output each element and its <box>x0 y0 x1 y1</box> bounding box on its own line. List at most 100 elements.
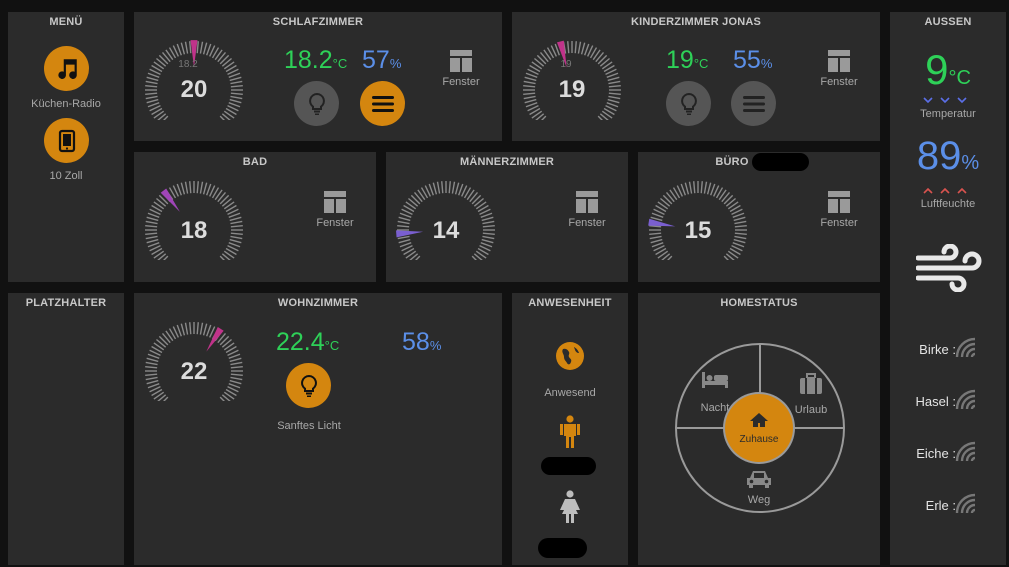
gauge-tick <box>149 386 161 393</box>
schlafzimmer-panel: SCHLAFZIMMER 18.2 20 18.2°C 57% Fenster <box>134 12 502 141</box>
gauge-tick <box>599 113 609 120</box>
gauge-tick <box>649 225 662 228</box>
mode-weg-button[interactable]: Weg <box>724 469 794 509</box>
buero-window-label: Fenster <box>820 217 858 229</box>
gauge-tick <box>577 41 582 54</box>
gauge-tick <box>721 192 731 203</box>
gauge-tick <box>657 201 669 210</box>
schlafzimmer-light-button[interactable] <box>294 81 339 126</box>
gauge-tick <box>189 322 192 335</box>
gauge-tick <box>482 232 495 235</box>
mode-zuhause-button[interactable]: Zuhause <box>725 394 793 462</box>
gauge-tick <box>227 208 239 215</box>
bad-thermostat-gauge[interactable] <box>142 178 246 260</box>
gauge-tick <box>398 216 411 222</box>
lightbulb-icon <box>680 92 697 115</box>
gauge-tick <box>703 181 708 194</box>
gauge-tick <box>184 322 189 335</box>
gauge-tick <box>230 373 243 376</box>
gauge-tick <box>401 208 413 215</box>
gauge-tick <box>196 41 199 54</box>
gauge-tick <box>603 107 615 116</box>
wohnzimmer-hum-value: 58 <box>402 328 430 356</box>
wohnzimmer-thermostat-gauge[interactable] <box>142 319 246 401</box>
gauge-tick <box>454 182 460 195</box>
gauge-tick <box>410 194 421 205</box>
gauge-tick <box>196 181 199 194</box>
gauge-tick <box>230 85 243 88</box>
maennerzimmer-window-icon <box>576 191 598 213</box>
gauge-tick <box>729 204 741 213</box>
gauge-tick <box>145 92 158 95</box>
gauge-tick <box>223 342 235 351</box>
gauge-tick <box>451 181 456 194</box>
outside-temp-unit: °C <box>948 67 971 89</box>
schlafzimmer-thermostat-gauge[interactable] <box>142 38 246 120</box>
gauge-tick <box>732 241 745 248</box>
gauge-tick <box>196 322 199 335</box>
gauge-tick <box>660 197 671 207</box>
mode-urlaub-button[interactable]: Urlaub <box>776 373 846 425</box>
gauge-tick <box>651 212 664 219</box>
gauge-tick <box>221 113 231 120</box>
gauge-tick <box>228 241 241 248</box>
gauge-tick <box>413 192 423 203</box>
gauge-tick <box>441 181 444 194</box>
gauge-tick <box>667 255 673 260</box>
gauge-setpoint-marker <box>206 327 224 352</box>
buero-thermostat-gauge[interactable] <box>646 178 750 260</box>
suitcase-icon <box>800 373 822 394</box>
kinderzimmer-shutter-button[interactable] <box>731 81 776 126</box>
schlafzimmer-shutter-button[interactable] <box>360 81 405 126</box>
maennerzimmer-thermostat-gauge[interactable] <box>394 178 498 260</box>
gauge-tick <box>149 68 161 75</box>
person-female-icon <box>560 490 580 523</box>
gauge-tick <box>693 181 696 194</box>
gauge-tick <box>172 185 179 197</box>
gauge-setpoint-marker <box>160 188 180 212</box>
lightbulb-icon <box>308 92 325 115</box>
gauge-tick <box>229 379 242 385</box>
gauge-tick <box>397 225 410 228</box>
gauge-tick <box>180 42 186 55</box>
gauge-tick <box>146 98 159 104</box>
gauge-tick <box>715 187 724 199</box>
gauge-tick <box>209 45 216 57</box>
gauge-tick <box>223 201 235 210</box>
gauge-tick <box>482 235 495 240</box>
gauge-tick <box>733 238 746 244</box>
kitchen-radio-button[interactable] <box>44 46 89 91</box>
schlafzimmer-title: SCHLAFZIMMER <box>272 16 364 28</box>
kinderzimmer-temp-value: 19 <box>666 46 694 74</box>
redacted-name <box>752 153 809 171</box>
gauge-tick <box>605 68 617 75</box>
pollen-hasel-label: Hasel : <box>915 394 956 409</box>
gauge-setpoint-marker <box>556 40 567 68</box>
gauge-tick <box>525 101 538 108</box>
gauge-tick <box>399 212 412 219</box>
gauge-tick <box>219 115 225 120</box>
gauge-tick <box>230 232 243 235</box>
gauge-tick <box>732 212 745 219</box>
kinderzimmer-light-button[interactable] <box>666 81 711 126</box>
gauge-tick <box>225 388 237 397</box>
gauge-tick <box>475 250 487 259</box>
gauge-tick <box>653 208 665 215</box>
gauge-tick <box>158 194 169 205</box>
kinderzimmer-hum-value: 55 <box>733 46 761 74</box>
gauge-tick <box>147 101 160 108</box>
wohnzimmer-light-button[interactable] <box>286 363 331 408</box>
gauge-tick <box>228 382 241 389</box>
gauge-tick <box>457 183 464 196</box>
gauge-tick <box>205 183 212 196</box>
tablet-button[interactable] <box>44 118 89 163</box>
gauge-tick <box>161 52 171 63</box>
maennerzimmer-panel: MÄNNERZIMMER 14 Fenster <box>386 152 628 282</box>
kinderzimmer-thermostat-gauge[interactable] <box>520 38 624 120</box>
gauge-tick <box>482 220 495 225</box>
gauge-tick <box>480 212 493 219</box>
gauge-tick <box>589 47 598 59</box>
gauge-tick <box>189 41 192 54</box>
mode-nacht-button[interactable]: Nacht <box>680 371 750 423</box>
homestatus-dial <box>675 343 845 513</box>
